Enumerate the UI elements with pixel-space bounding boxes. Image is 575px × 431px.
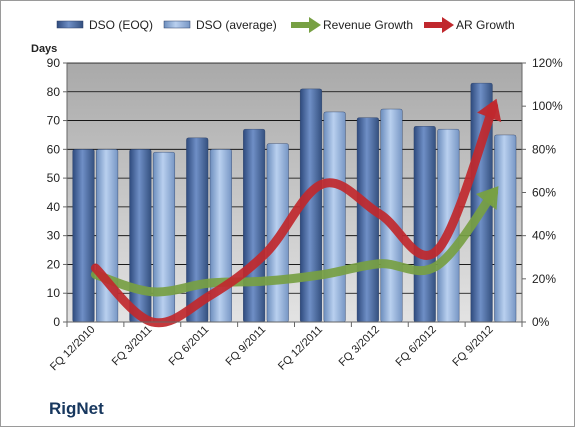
y-tick-label: 90 <box>47 56 61 70</box>
series-line <box>90 101 499 328</box>
y-tick-label: 60 <box>47 142 61 156</box>
y-tick-label: 80 <box>47 85 61 99</box>
y2-tick-label: 40% <box>532 229 556 243</box>
legend-swatch <box>163 20 191 29</box>
legend-arrowhead <box>309 17 321 33</box>
series-arrowhead <box>475 186 499 210</box>
y-axis-label: Days <box>31 43 57 55</box>
legend-label: AR Growth <box>456 18 515 32</box>
bar <box>243 128 266 323</box>
legend-label: DSO (average) <box>196 18 277 32</box>
series-line <box>90 188 499 297</box>
x-tick-label: FQ 6/2011 <box>167 324 212 369</box>
x-tick-label: FQ 3/2012 <box>337 324 382 369</box>
y-tick-label: 70 <box>47 114 61 128</box>
bar <box>356 117 379 323</box>
y-tick-label: 50 <box>47 171 61 185</box>
y2-tick-label: 100% <box>532 99 563 113</box>
y-tick-label: 10 <box>47 286 61 300</box>
legend: DSO (EOQ) DSO (average) Revenue Growth AR G… <box>56 17 515 33</box>
y2-tick-label: 80% <box>532 142 556 156</box>
bar <box>152 152 175 323</box>
y-tick-label: 20 <box>47 257 61 271</box>
growth-lines <box>90 98 502 328</box>
y2-tick-label: 120% <box>532 56 563 70</box>
x-tick-label: FQ 6/2012 <box>394 324 439 369</box>
x-tick-label: FQ 12/2011 <box>276 324 325 373</box>
bar <box>494 134 517 323</box>
legend-label: Revenue Growth <box>323 18 413 32</box>
legend-swatch <box>56 20 84 29</box>
y2-tick-label: 60% <box>532 186 556 200</box>
bar <box>129 149 152 323</box>
x-tick-label: FQ 3/2011 <box>110 324 155 369</box>
bar <box>72 149 95 323</box>
y-tick-label: 30 <box>47 229 61 243</box>
y-tick-label: 0 <box>53 315 60 329</box>
x-tick-label: FQ 9/2012 <box>450 324 495 369</box>
x-tick-label: FQ 9/2011 <box>224 324 269 369</box>
legend-arrowhead <box>442 17 454 33</box>
x-tick-label: FQ 12/2010 <box>48 324 98 374</box>
bar <box>413 126 436 323</box>
series-arrowhead <box>477 98 502 123</box>
y2-tick-label: 0% <box>532 315 550 329</box>
bar <box>323 111 346 323</box>
company-name: RigNet <box>49 399 104 418</box>
y-tick-label: 40 <box>47 200 61 214</box>
y2-tick-label: 20% <box>532 272 556 286</box>
legend-label: DSO (EOQ) <box>89 18 153 32</box>
